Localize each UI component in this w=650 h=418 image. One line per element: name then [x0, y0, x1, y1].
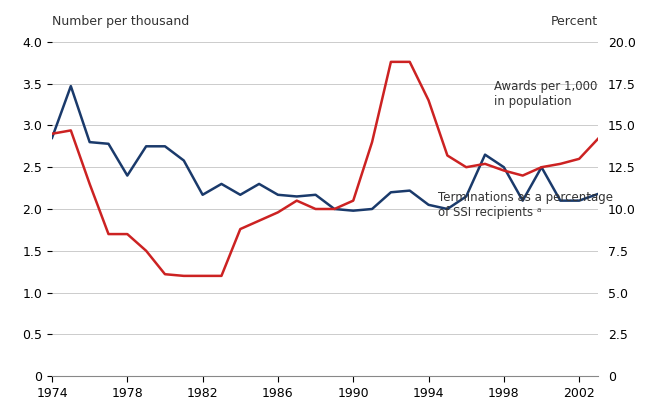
Text: Percent: Percent: [551, 15, 598, 28]
Text: Number per thousand: Number per thousand: [52, 15, 189, 28]
Text: Terminations as a percentage
of SSI recipients ᵃ: Terminations as a percentage of SSI reci…: [438, 191, 613, 219]
Text: Awards per 1,000
in population: Awards per 1,000 in population: [495, 80, 598, 107]
